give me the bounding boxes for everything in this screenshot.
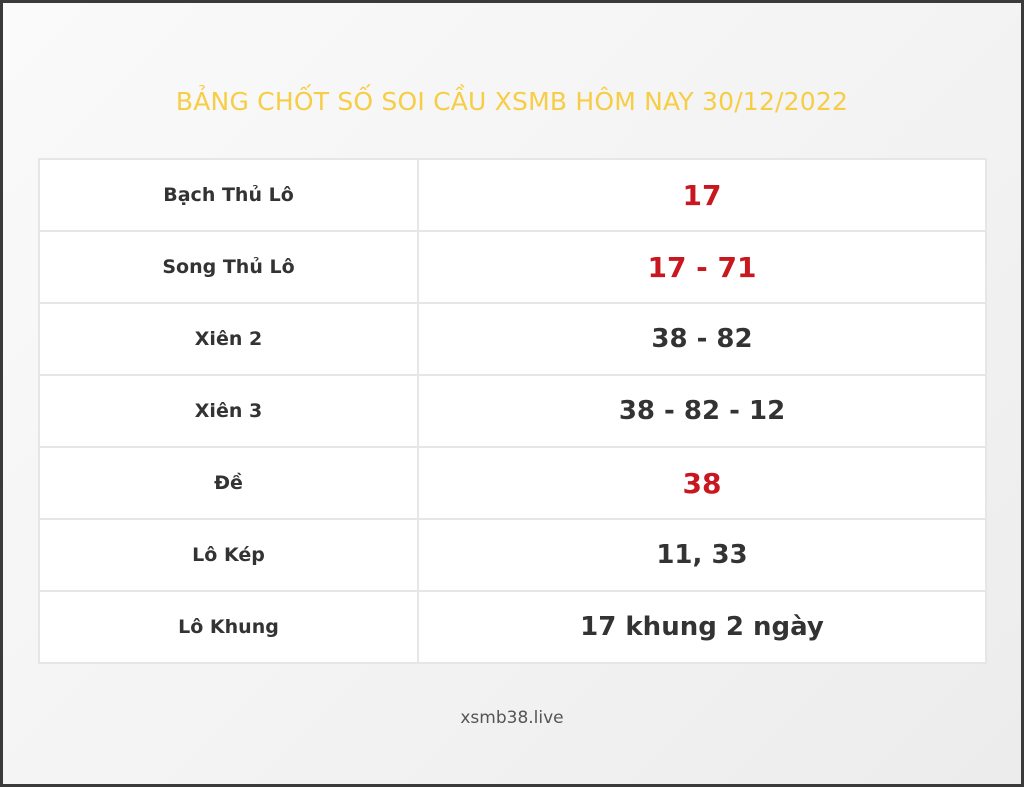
table-row: Bạch Thủ Lô 17 — [38, 158, 987, 232]
row-value: 38 - 82 - 12 — [417, 374, 987, 448]
table-row: Xiên 2 38 - 82 — [38, 302, 987, 376]
row-value: 17 — [417, 158, 987, 232]
site-footer: xsmb38.live — [460, 708, 564, 728]
table-row: Song Thủ Lô 17 - 71 — [38, 230, 987, 304]
row-label: Song Thủ Lô — [38, 230, 419, 304]
table-row: Lô Khung 17 khung 2 ngày — [38, 590, 987, 664]
row-label: Xiên 2 — [38, 302, 419, 376]
row-label: Đề — [38, 446, 419, 520]
row-value: 38 — [417, 446, 987, 520]
row-value: 11, 33 — [417, 518, 987, 592]
row-value: 38 - 82 — [417, 302, 987, 376]
table-row: Lô Kép 11, 33 — [38, 518, 987, 592]
row-value: 17 - 71 — [417, 230, 987, 304]
row-value: 17 khung 2 ngày — [417, 590, 987, 664]
row-label: Lô Kép — [38, 518, 419, 592]
page-title: BẢNG CHỐT SỐ SOI CẦU XSMB HÔM NAY 30/12/… — [175, 87, 849, 116]
row-label: Lô Khung — [38, 590, 419, 664]
table-row: Đề 38 — [38, 446, 987, 520]
row-label: Xiên 3 — [38, 374, 419, 448]
row-label: Bạch Thủ Lô — [38, 158, 419, 232]
table-row: Xiên 3 38 - 82 - 12 — [38, 374, 987, 448]
